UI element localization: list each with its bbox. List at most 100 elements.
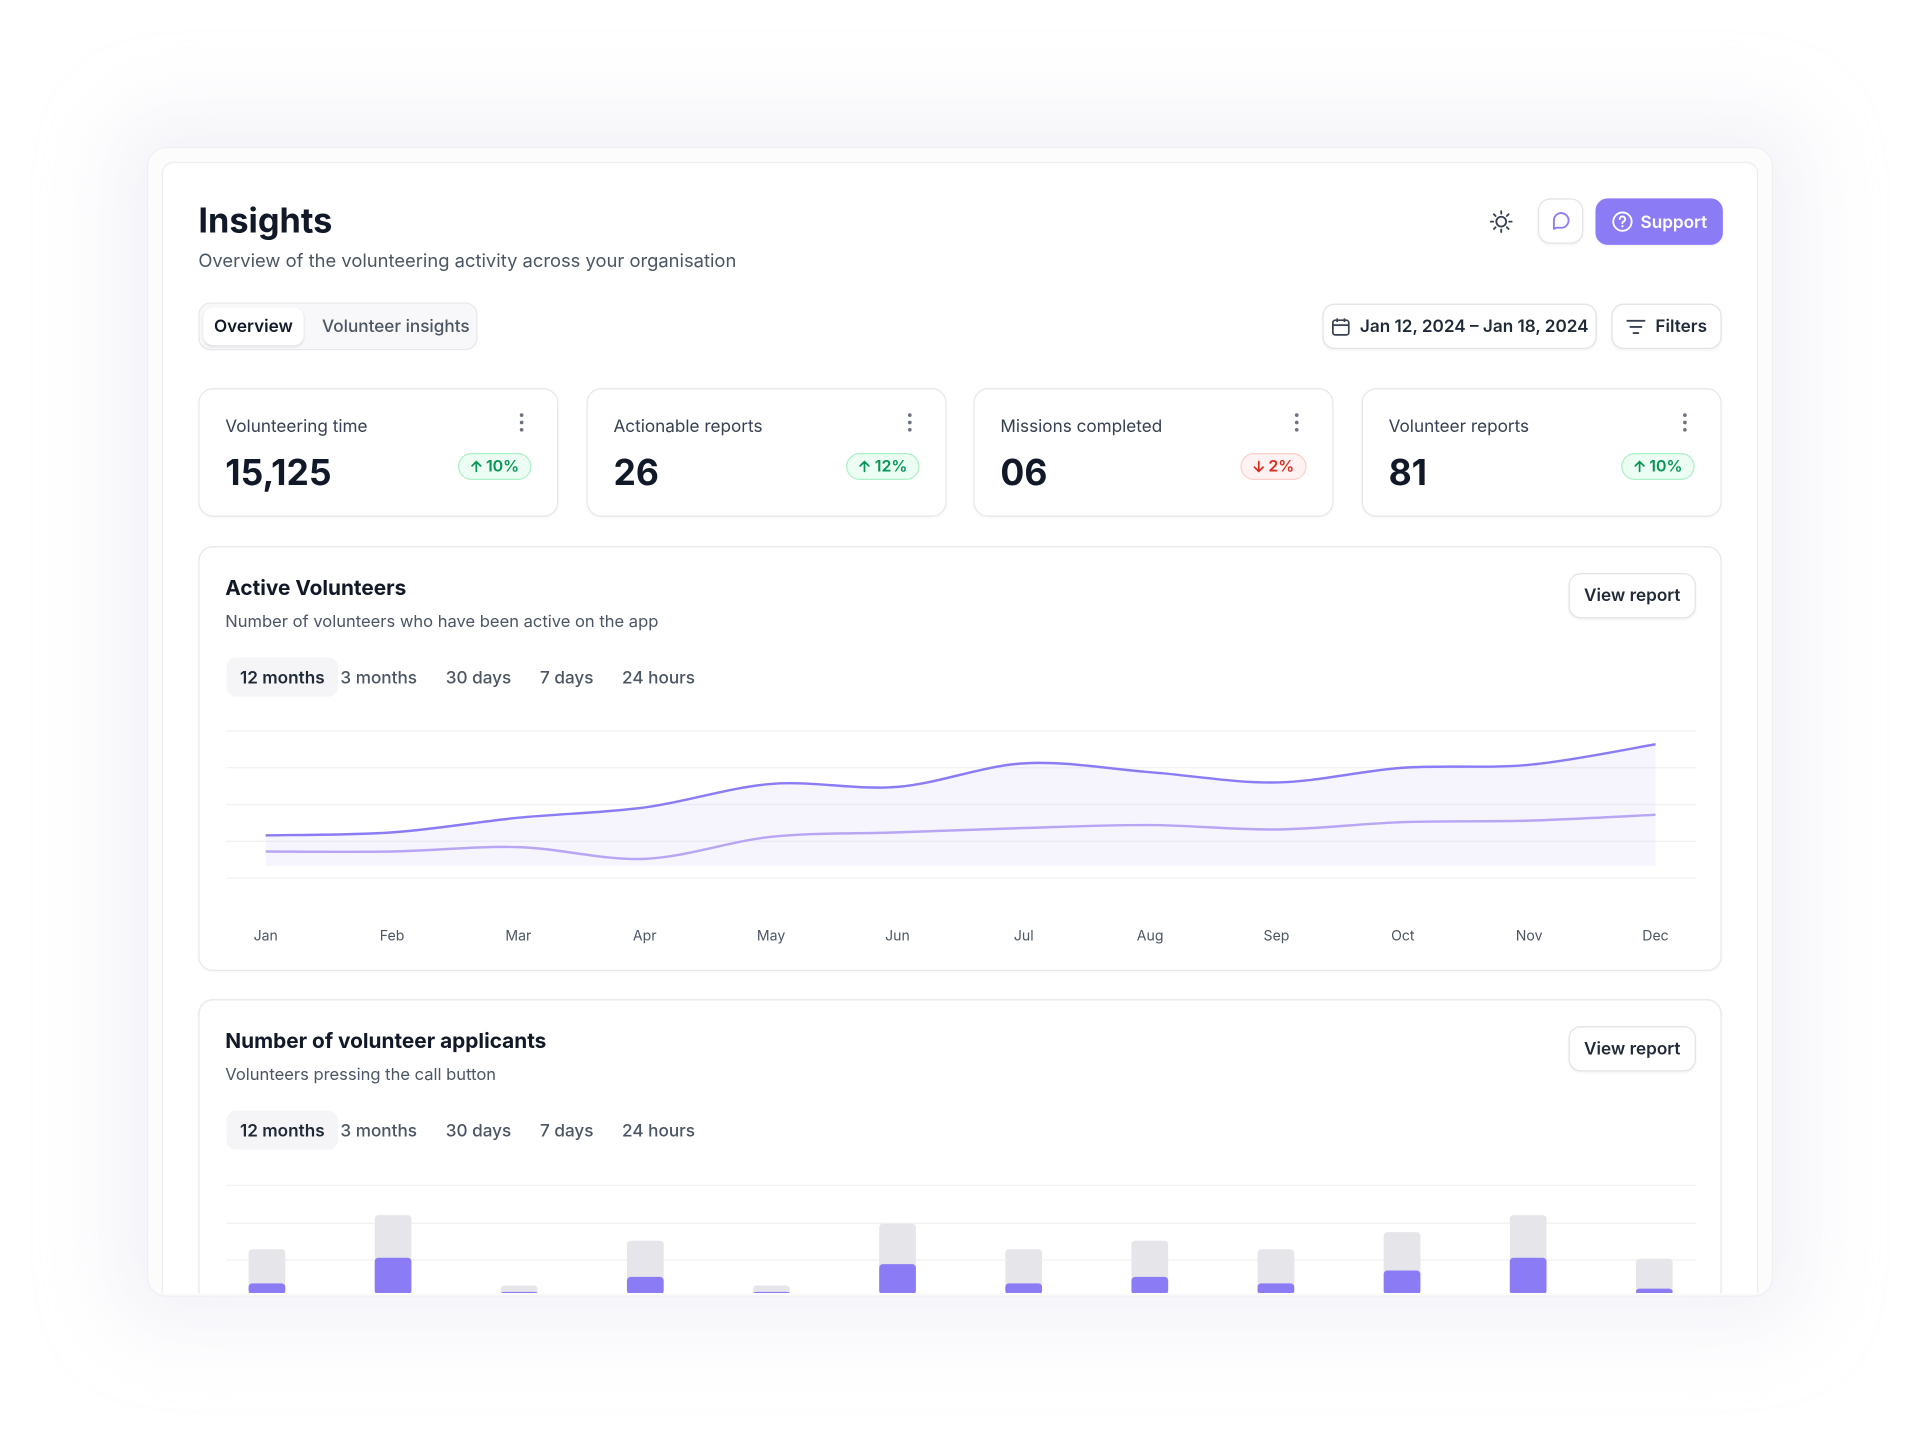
range-option[interactable]: 3 months	[340, 666, 418, 688]
chart-subtitle: Number of volunteers who have been activ…	[225, 612, 659, 632]
kpi-change: 2%	[1240, 453, 1307, 481]
chart-plot	[226, 1184, 1696, 1294]
chart-title: Number of volunteer applicants	[225, 1029, 547, 1055]
bar	[1635, 1288, 1673, 1294]
tab[interactable]: Volunteer insights	[322, 315, 470, 337]
kpi-value: 81	[1388, 450, 1428, 494]
kpi-card: Volunteering time 15,125 10%	[198, 388, 559, 517]
range-option[interactable]: 12 months	[226, 1110, 339, 1150]
range-option[interactable]: 24 hours	[622, 666, 696, 688]
tab[interactable]: Overview	[203, 307, 304, 346]
x-tick-label: Feb	[380, 928, 405, 945]
support-button[interactable]: Support	[1595, 198, 1723, 245]
change-arrow	[1634, 460, 1645, 473]
bar	[248, 1283, 286, 1294]
change-value: 10%	[485, 456, 520, 477]
kpi-label: Volunteering time	[225, 416, 368, 438]
page-subtitle: Overview of the volunteering activity ac…	[198, 248, 737, 272]
support-label: Support	[1640, 211, 1708, 233]
menu-dot	[1683, 427, 1687, 432]
bar	[1383, 1270, 1421, 1294]
range-option[interactable]: 12 months	[226, 657, 339, 697]
bar	[1005, 1283, 1043, 1294]
chart-plot: Jan Feb Mar Apr May Jun Jul Aug Sep Oct Nov Dec	[226, 730, 1696, 945]
x-tick-label: May	[757, 928, 785, 945]
x-tick-label: Aug	[1137, 928, 1164, 945]
kpi-value: 15,125	[225, 450, 332, 494]
kpi-value: 06	[1000, 450, 1048, 494]
view-report-button[interactable]: View report	[1568, 573, 1696, 619]
bar	[1509, 1257, 1547, 1294]
bar	[753, 1285, 790, 1294]
date-range-button[interactable]: Jan 12, 2024 – Jan 18, 2024	[1322, 303, 1597, 349]
bar	[1635, 1258, 1673, 1294]
range-option[interactable]: 30 days	[445, 666, 512, 688]
kpi-change: 10%	[1621, 453, 1695, 481]
chat-button[interactable]	[1537, 198, 1584, 244]
range-option[interactable]: 7 days	[540, 1119, 594, 1141]
x-tick-label: Sep	[1264, 928, 1290, 945]
chart-card: Number of volunteer applicants Volunteers…	[198, 999, 1722, 1294]
change-arrow	[471, 460, 482, 473]
arrow	[1253, 460, 1264, 473]
dashboard: Insights Overview of the volunteering ac…	[161, 161, 1759, 1294]
x-tick-label: Apr	[633, 928, 657, 945]
change-value: 2%	[1268, 456, 1295, 477]
menu-dot	[907, 413, 912, 417]
change-arrow	[1253, 460, 1264, 473]
range-option[interactable]: 7 days	[540, 666, 594, 688]
page-title: Insights	[198, 199, 333, 242]
kpi-change: 10%	[457, 453, 532, 481]
kpi-label: Actionable reports	[613, 416, 763, 438]
change-value: 10%	[1649, 456, 1683, 477]
kpi-menu[interactable]	[1293, 411, 1300, 433]
menu-dot	[1683, 420, 1687, 425]
menu-dot	[1294, 420, 1299, 425]
kpi-menu[interactable]	[518, 411, 525, 433]
menu-dot	[1294, 427, 1299, 432]
kpi-label: Missions completed	[1000, 416, 1163, 438]
kpi-value: 26	[613, 450, 659, 494]
arrow	[471, 460, 482, 473]
bar	[1257, 1283, 1295, 1294]
filter-icon	[1626, 319, 1646, 334]
bar	[879, 1264, 916, 1294]
x-tick-label: Jul	[1014, 928, 1034, 945]
x-tick-label: Nov	[1516, 928, 1543, 945]
area	[265, 744, 1656, 866]
chat-icon	[1552, 211, 1569, 230]
theme-toggle[interactable]	[1489, 209, 1513, 233]
range-option[interactable]: 3 months	[340, 1119, 418, 1141]
menu-dot	[519, 413, 524, 417]
filters-label: Filters	[1655, 315, 1707, 337]
menu-dot	[1683, 413, 1687, 417]
bar	[1005, 1249, 1043, 1294]
kpi-card: Actionable reports 26 12%	[586, 388, 947, 517]
x-tick-label: Mar	[505, 928, 531, 945]
x-tick-label: Jan	[254, 928, 278, 945]
line	[265, 743, 1656, 837]
line	[265, 813, 1656, 861]
change-value: 12%	[874, 456, 908, 477]
bar	[500, 1285, 538, 1294]
bar	[500, 1291, 538, 1294]
menu-dot	[1294, 413, 1299, 417]
filters-button[interactable]: Filters	[1611, 303, 1722, 349]
menu-dot	[519, 427, 524, 432]
x-tick-label: Dec	[1642, 928, 1668, 945]
range-option[interactable]: 30 days	[445, 1119, 512, 1141]
chart-title: Active Volunteers	[225, 576, 407, 602]
bar	[374, 1257, 412, 1294]
menu-dot	[907, 427, 912, 432]
help-icon	[1612, 211, 1633, 232]
kpi-card: Missions completed 06 2%	[973, 388, 1334, 517]
range-option[interactable]: 24 hours	[622, 1119, 696, 1141]
kpi-label: Volunteer reports	[1388, 416, 1530, 438]
kpi-menu[interactable]	[906, 411, 913, 433]
calendar-icon	[1331, 317, 1350, 336]
view-report-button[interactable]: View report	[1568, 1026, 1696, 1072]
tab-bar: Overview Volunteer insights	[198, 302, 478, 351]
bar	[753, 1291, 790, 1294]
kpi-menu[interactable]	[1681, 411, 1688, 433]
